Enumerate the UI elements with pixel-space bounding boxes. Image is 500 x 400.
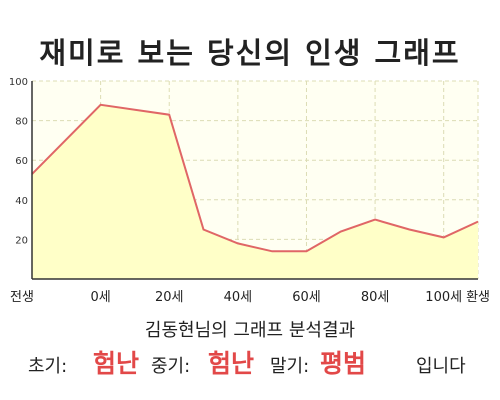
ending-text: 입니다 [416,356,466,377]
y-tick-label: 40 [15,196,28,207]
x-tick-label: 0세 [90,290,110,305]
x-tick-label: 40세 [224,290,253,305]
area-fill [32,104,478,279]
y-tick-label: 80 [15,117,28,128]
middle-label: 중기: [151,356,191,377]
early-value: 험난 [93,349,140,378]
y-tick-label: 20 [15,235,28,246]
x-tick-labels: 전생 0세 20세 40세 60세 80세 100세 환생 [10,290,490,305]
y-tick-labels: 20 40 60 80 100 [9,77,28,246]
x-tick-label: 전생 [10,290,34,305]
analysis-title: 김동현님의 그래프 분석결과 [144,320,356,341]
x-tick-label: 60세 [292,290,321,305]
x-tick-label: 환생 [466,290,490,305]
x-tick-label: 20세 [155,290,184,305]
late-label: 말기: [270,356,310,377]
axes [31,81,478,280]
analysis-summary: 초기: 험난 중기: 험난 말기: 평범 입니다 [28,344,488,384]
late-value: 평범 [320,349,367,378]
y-tick-label: 100 [9,77,28,88]
y-tick-label: 60 [15,156,28,167]
series-line [31,103,479,253]
page-title: 재미로 보는 당신의 인생 그래프 [39,36,461,70]
middle-value: 험난 [208,349,255,378]
x-tick-label: 100세 [425,290,462,305]
early-label: 초기: [28,356,68,377]
x-tick-label: 80세 [361,290,390,305]
